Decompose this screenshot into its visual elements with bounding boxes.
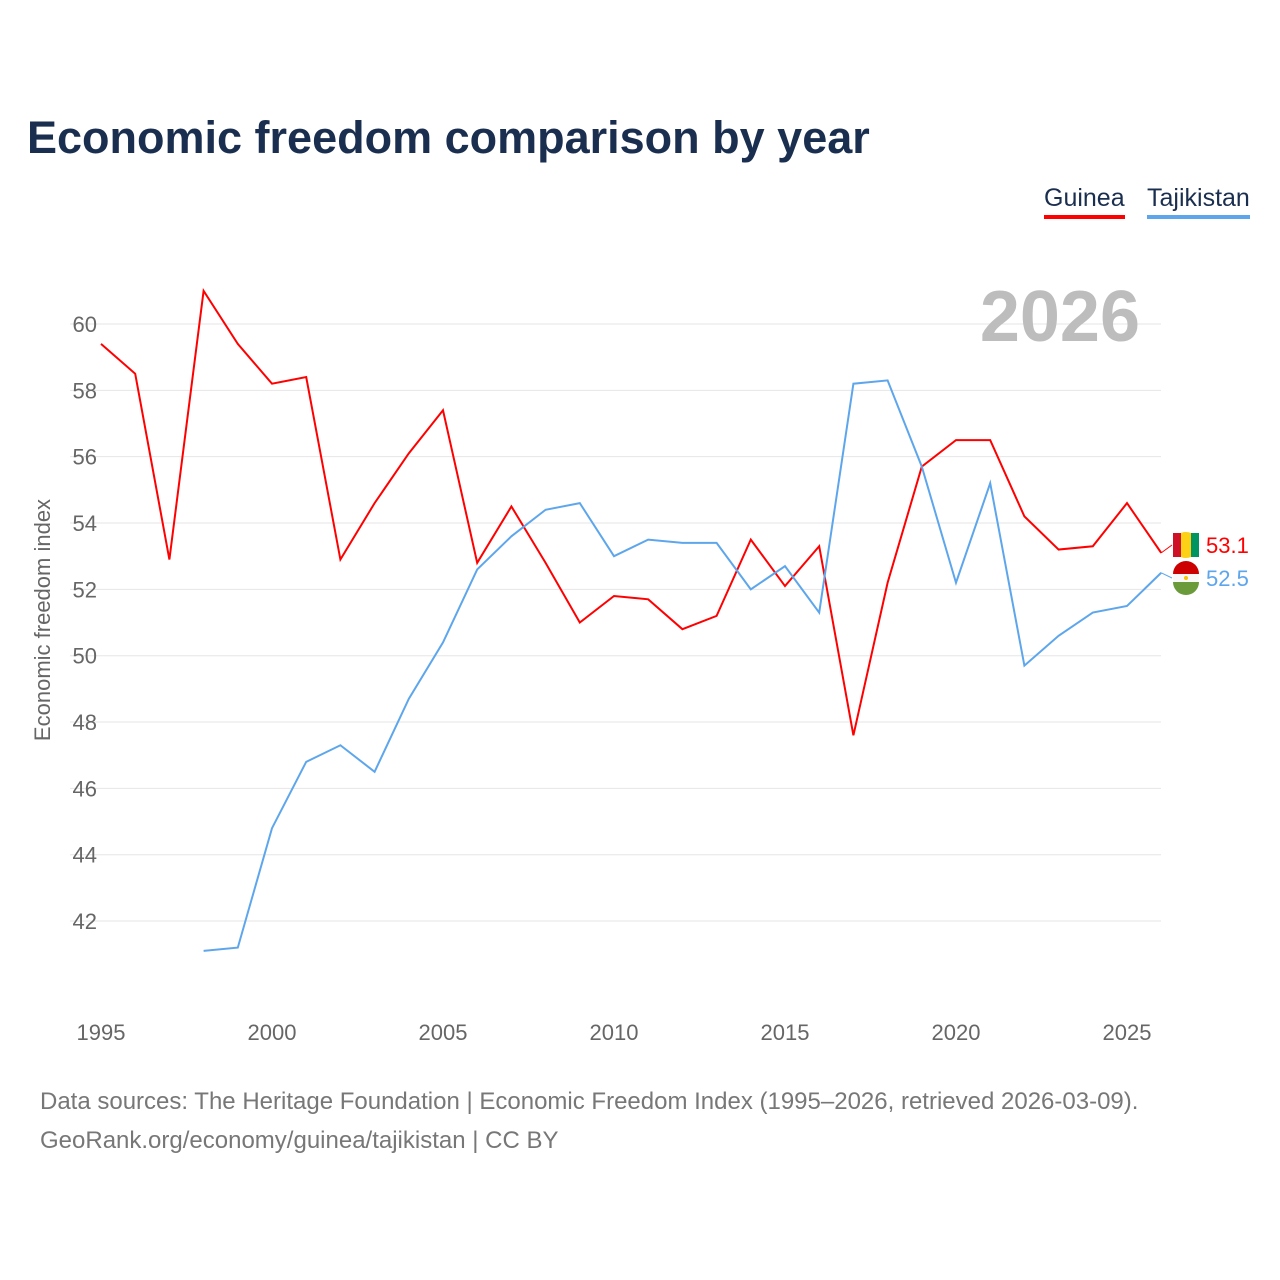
series-line-tajikistan — [203, 379, 1162, 952]
flag-part — [1184, 576, 1188, 580]
x-tick-label: 2015 — [761, 1020, 810, 1045]
x-tick-label: 2020 — [932, 1020, 981, 1045]
y-tick-label: 50 — [73, 644, 97, 669]
flag-part — [1173, 533, 1181, 557]
end-value-label: 53.1 — [1206, 533, 1249, 558]
end-connector — [1160, 572, 1173, 579]
y-tick-label: 58 — [73, 378, 97, 403]
y-tick-label: 60 — [73, 312, 97, 337]
y-tick-label: 42 — [73, 909, 97, 934]
y-tick-label: 46 — [73, 776, 97, 801]
flag-part — [1173, 561, 1199, 574]
x-tick-label: 2000 — [248, 1020, 297, 1045]
y-tick-label: 56 — [73, 445, 97, 470]
x-tick-label: 2005 — [419, 1020, 468, 1045]
y-tick-label: 54 — [73, 511, 97, 536]
flag-part — [1173, 582, 1199, 595]
y-tick-label: 52 — [73, 577, 97, 602]
y-tick-label: 44 — [73, 843, 97, 868]
footer-sources: Data sources: The Heritage Foundation | … — [40, 1088, 1139, 1115]
x-tick-label: 2010 — [590, 1020, 639, 1045]
year-watermark: 2026 — [980, 277, 1140, 357]
legend-tajikistan[interactable]: Tajikistan — [1147, 184, 1250, 219]
x-tick-label: 1995 — [77, 1020, 126, 1045]
end-connector — [1160, 544, 1173, 554]
y-axis-label: Economic freedom index — [30, 499, 55, 741]
legend-guinea[interactable]: Guinea — [1044, 184, 1125, 219]
flag-icon-guinea — [1173, 532, 1199, 558]
x-tick-label: 2025 — [1103, 1020, 1152, 1045]
flag-icon-tajikistan — [1173, 561, 1199, 595]
end-value-label: 52.5 — [1206, 566, 1249, 591]
footer-link[interactable]: GeoRank.org/economy/guinea/tajikistan | … — [40, 1127, 559, 1154]
chart-title: Economic freedom comparison by year — [27, 112, 870, 163]
flag-part — [1191, 533, 1199, 557]
y-tick-label: 48 — [73, 710, 97, 735]
series-line-guinea — [100, 287, 1163, 736]
